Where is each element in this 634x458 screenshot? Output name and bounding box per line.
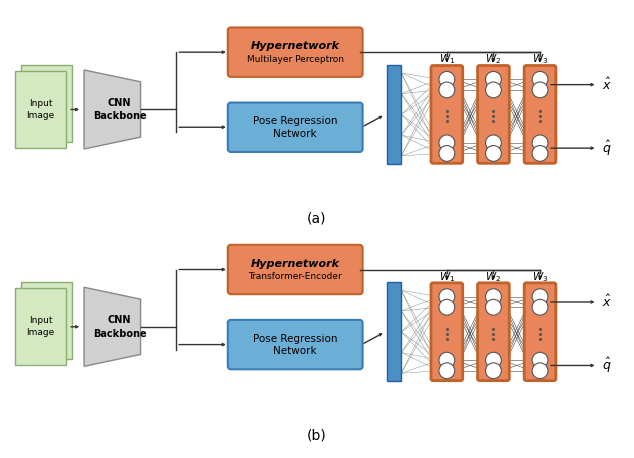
Polygon shape bbox=[84, 70, 141, 149]
Circle shape bbox=[439, 352, 455, 368]
FancyBboxPatch shape bbox=[228, 320, 363, 369]
Circle shape bbox=[532, 289, 548, 305]
Text: Input: Input bbox=[29, 99, 52, 108]
Text: $\hat{x}$: $\hat{x}$ bbox=[602, 294, 612, 310]
Circle shape bbox=[532, 146, 548, 161]
Text: Backbone: Backbone bbox=[93, 329, 146, 339]
FancyBboxPatch shape bbox=[431, 65, 463, 164]
Bar bbox=[387, 282, 401, 381]
Text: Multilayer Perceptron: Multilayer Perceptron bbox=[247, 55, 344, 64]
FancyBboxPatch shape bbox=[228, 245, 363, 294]
Circle shape bbox=[486, 352, 501, 368]
Text: $\hat{x}$: $\hat{x}$ bbox=[602, 76, 612, 93]
FancyBboxPatch shape bbox=[21, 65, 72, 142]
Text: Network: Network bbox=[273, 347, 317, 356]
FancyBboxPatch shape bbox=[524, 65, 556, 164]
Circle shape bbox=[486, 71, 501, 87]
Text: Image: Image bbox=[27, 328, 55, 337]
Text: (b): (b) bbox=[307, 429, 327, 442]
Circle shape bbox=[486, 146, 501, 161]
FancyBboxPatch shape bbox=[477, 65, 509, 164]
Text: Network: Network bbox=[273, 129, 317, 139]
Text: $W_2$: $W_2$ bbox=[486, 53, 501, 66]
Text: Pose Regression: Pose Regression bbox=[253, 116, 337, 126]
Circle shape bbox=[532, 300, 548, 315]
FancyBboxPatch shape bbox=[524, 283, 556, 381]
Text: $W_1$: $W_1$ bbox=[439, 53, 455, 66]
Circle shape bbox=[532, 71, 548, 87]
Text: (a): (a) bbox=[307, 211, 327, 225]
Circle shape bbox=[439, 363, 455, 379]
Text: $W_3$: $W_3$ bbox=[532, 270, 548, 284]
Circle shape bbox=[486, 363, 501, 379]
FancyBboxPatch shape bbox=[431, 283, 463, 381]
Text: $\hat{q}$: $\hat{q}$ bbox=[602, 356, 612, 375]
Text: Image: Image bbox=[27, 111, 55, 120]
Circle shape bbox=[532, 82, 548, 98]
FancyBboxPatch shape bbox=[228, 103, 363, 152]
Text: $W_3$: $W_3$ bbox=[532, 53, 548, 66]
FancyBboxPatch shape bbox=[21, 282, 72, 360]
Bar bbox=[387, 65, 401, 164]
Text: CNN: CNN bbox=[108, 98, 131, 108]
Polygon shape bbox=[84, 287, 141, 366]
Circle shape bbox=[439, 146, 455, 161]
Circle shape bbox=[439, 71, 455, 87]
Text: $W_2$: $W_2$ bbox=[486, 270, 501, 284]
Circle shape bbox=[486, 300, 501, 315]
Circle shape bbox=[532, 135, 548, 151]
Text: $\hat{q}$: $\hat{q}$ bbox=[602, 139, 612, 158]
Circle shape bbox=[486, 289, 501, 305]
Circle shape bbox=[439, 289, 455, 305]
Circle shape bbox=[486, 82, 501, 98]
Circle shape bbox=[532, 363, 548, 379]
Text: Transformer-Encoder: Transformer-Encoder bbox=[249, 272, 342, 281]
Text: Hypernetwork: Hypernetwork bbox=[250, 41, 340, 51]
FancyBboxPatch shape bbox=[15, 71, 66, 148]
Text: $W_1$: $W_1$ bbox=[439, 270, 455, 284]
Text: Backbone: Backbone bbox=[93, 111, 146, 121]
Text: Pose Regression: Pose Regression bbox=[253, 334, 337, 344]
FancyBboxPatch shape bbox=[15, 288, 66, 365]
Circle shape bbox=[439, 82, 455, 98]
Circle shape bbox=[486, 135, 501, 151]
Circle shape bbox=[532, 352, 548, 368]
Circle shape bbox=[439, 135, 455, 151]
Circle shape bbox=[439, 300, 455, 315]
FancyBboxPatch shape bbox=[228, 27, 363, 77]
Text: Hypernetwork: Hypernetwork bbox=[250, 259, 340, 268]
Text: Input: Input bbox=[29, 316, 52, 325]
Text: CNN: CNN bbox=[108, 315, 131, 325]
FancyBboxPatch shape bbox=[477, 283, 509, 381]
